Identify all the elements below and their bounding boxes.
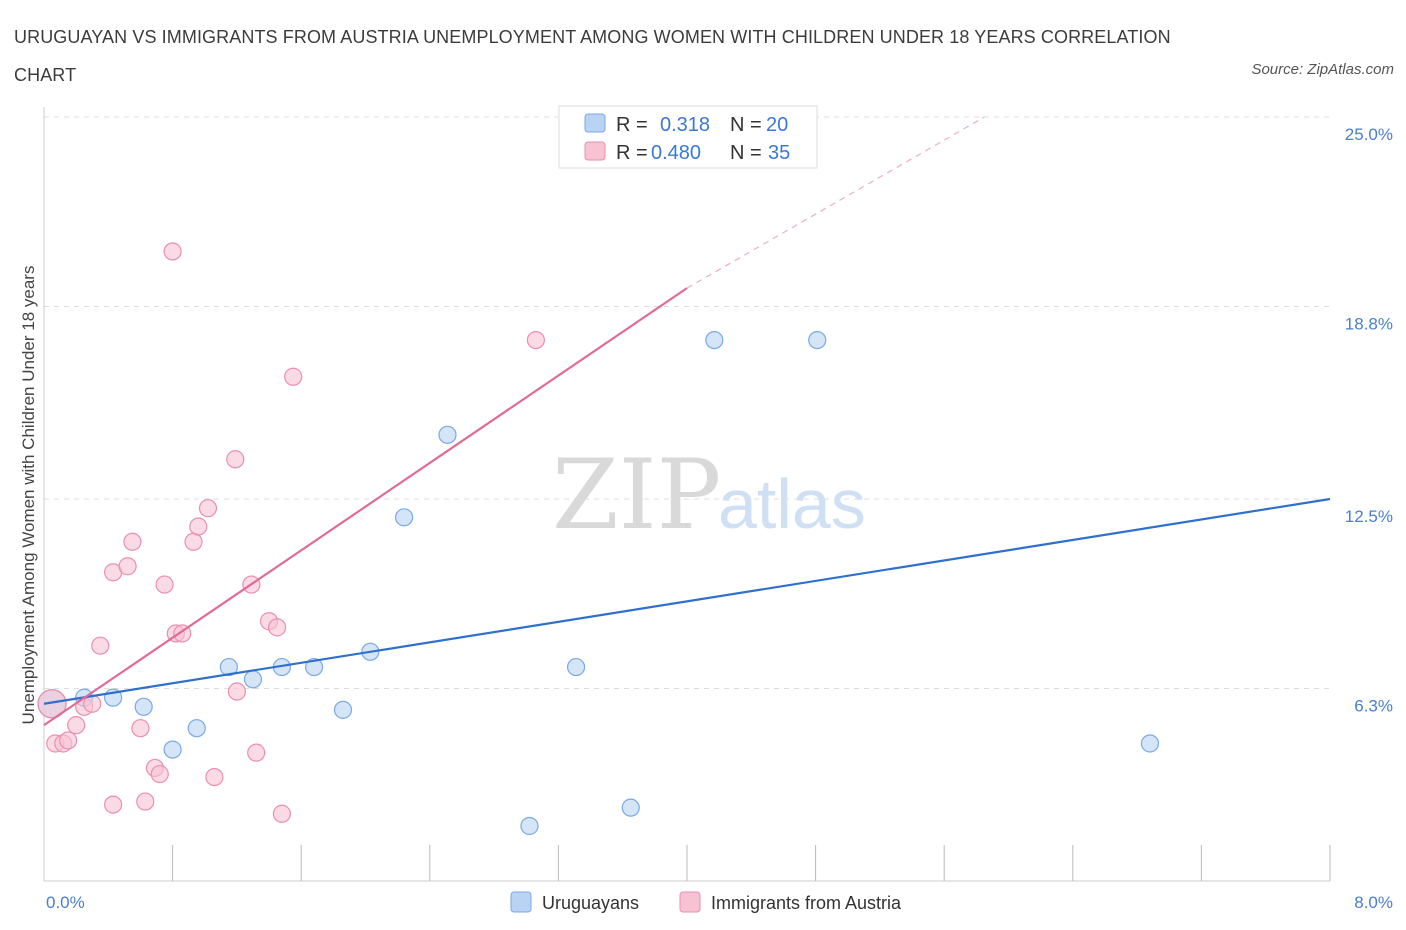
y-tick-label-1: 12.5% xyxy=(1345,507,1393,526)
watermark-zip: ZIP xyxy=(552,439,721,551)
trend-line-uruguayans xyxy=(43,497,1331,705)
point-austria-30 xyxy=(272,804,292,823)
legend-swatch-austria xyxy=(584,141,606,161)
point-austria-12 xyxy=(136,792,155,811)
point-uruguayans-18 xyxy=(808,330,827,350)
legend-r-label-1: R = xyxy=(616,142,648,164)
point-uruguayans-15 xyxy=(566,657,586,677)
chart-source: Source: ZipAtlas.com xyxy=(1251,61,1394,78)
legend-n-value-1: 35 xyxy=(768,142,790,164)
watermark: ZIP atlas xyxy=(552,439,866,551)
point-uruguayans-16 xyxy=(621,798,640,817)
point-austria-25 xyxy=(227,682,246,701)
point-uruguayans-14 xyxy=(520,816,539,836)
legend-r-label-0: R = xyxy=(616,114,648,136)
point-austria-31 xyxy=(284,367,303,386)
point-austria-10 xyxy=(123,532,142,551)
bottom-legend: Uruguayans Immigrants from Austria xyxy=(510,891,902,913)
legend-r-value-0: 0.318 xyxy=(660,114,710,136)
point-austria-20 xyxy=(184,532,203,551)
point-uruguayans-19 xyxy=(1140,734,1160,753)
x-tick-label-0: 0.0% xyxy=(46,893,85,912)
y-tick-label-3: 25.0% xyxy=(1345,125,1393,144)
point-austria-15 xyxy=(150,764,169,784)
point-uruguayans-4 xyxy=(163,740,182,759)
legend-box: R = 0.318 N = 20 R = 0.480 N = 35 xyxy=(558,105,818,169)
legend-n-label-1: N = xyxy=(730,142,762,164)
x-tick-label-1: 8.0% xyxy=(1354,893,1393,912)
y-tick-label-0: 6.3% xyxy=(1354,696,1393,715)
point-uruguayans-9 xyxy=(304,657,324,677)
point-austria-16 xyxy=(155,575,174,594)
point-uruguayans-12 xyxy=(394,508,414,527)
point-austria-13 xyxy=(131,719,150,738)
point-uruguayans-7 xyxy=(243,670,263,689)
point-austria-11 xyxy=(104,795,123,814)
axes xyxy=(43,107,1331,882)
point-uruguayans-13 xyxy=(438,425,457,444)
y-axis-label: Unemployment Among Women with Children U… xyxy=(19,266,38,725)
legend-n-value-0: 20 xyxy=(766,114,788,136)
trend-lines xyxy=(43,116,1331,727)
point-austria-27 xyxy=(247,743,266,762)
point-austria-7 xyxy=(91,636,110,655)
bottom-legend-swatch-austria xyxy=(679,891,701,913)
point-austria-32 xyxy=(526,330,545,350)
legend-swatch-uruguayans xyxy=(584,113,606,133)
point-austria-29 xyxy=(267,618,287,637)
point-austria-0 xyxy=(37,689,67,719)
point-uruguayans-3 xyxy=(134,697,153,716)
bottom-legend-label-uruguayans: Uruguayans xyxy=(542,893,639,913)
bottom-legend-label-austria: Immigrants from Austria xyxy=(711,893,902,913)
chart-title: URUGUAYAN VS IMMIGRANTS FROM AUSTRIA UNE… xyxy=(14,27,1171,85)
point-uruguayans-6 xyxy=(219,657,238,677)
point-austria-9 xyxy=(118,557,137,576)
point-austria-24 xyxy=(226,450,245,469)
point-uruguayans-17 xyxy=(705,330,724,350)
point-austria-17 xyxy=(163,242,182,261)
point-austria-3 xyxy=(59,731,78,750)
y-tick-label-2: 18.8% xyxy=(1345,314,1393,333)
legend-n-label-0: N = xyxy=(730,114,762,136)
data-points xyxy=(37,242,1160,836)
point-uruguayans-10 xyxy=(333,700,353,719)
legend-r-value-1: 0.480 xyxy=(651,142,701,164)
tick-labels: 6.3% 12.5% 18.8% 25.0% 0.0% 8.0% xyxy=(46,125,1393,912)
trend-line-austria-extension xyxy=(686,116,985,289)
point-austria-23 xyxy=(205,767,224,787)
grid-lines xyxy=(44,116,1330,689)
point-austria-22 xyxy=(198,499,218,518)
point-austria-21 xyxy=(189,517,208,536)
bottom-legend-swatch-uruguayans xyxy=(510,891,532,913)
point-uruguayans-5 xyxy=(187,719,206,738)
watermark-atlas: atlas xyxy=(718,465,866,543)
point-austria-4 xyxy=(67,716,86,735)
trend-line-austria xyxy=(43,287,688,727)
